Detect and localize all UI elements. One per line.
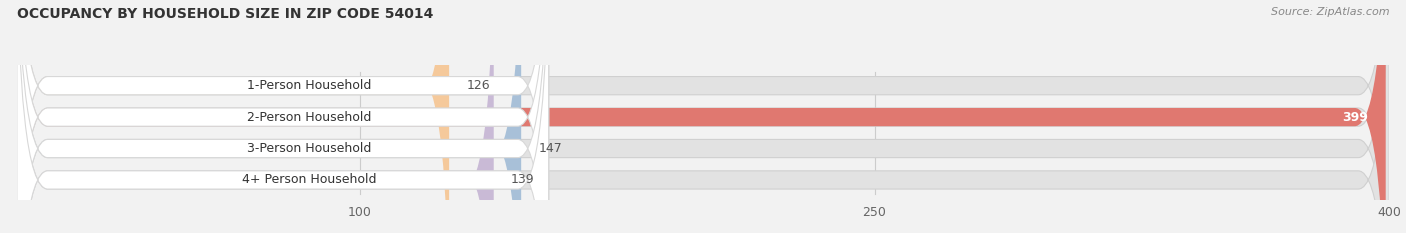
Text: 3-Person Household: 3-Person Household — [247, 142, 371, 155]
FancyBboxPatch shape — [17, 0, 449, 233]
FancyBboxPatch shape — [17, 0, 548, 233]
FancyBboxPatch shape — [17, 0, 1389, 233]
Text: 147: 147 — [538, 142, 562, 155]
FancyBboxPatch shape — [17, 0, 522, 233]
FancyBboxPatch shape — [17, 0, 1389, 233]
Text: OCCUPANCY BY HOUSEHOLD SIZE IN ZIP CODE 54014: OCCUPANCY BY HOUSEHOLD SIZE IN ZIP CODE … — [17, 7, 433, 21]
FancyBboxPatch shape — [17, 0, 548, 233]
FancyBboxPatch shape — [17, 0, 494, 233]
Text: 139: 139 — [510, 173, 534, 186]
FancyBboxPatch shape — [17, 0, 1389, 233]
Text: 1-Person Household: 1-Person Household — [247, 79, 371, 92]
Text: 2-Person Household: 2-Person Household — [247, 111, 371, 123]
Text: 4+ Person Household: 4+ Person Household — [242, 173, 377, 186]
FancyBboxPatch shape — [17, 0, 548, 233]
FancyBboxPatch shape — [17, 0, 548, 233]
Text: Source: ZipAtlas.com: Source: ZipAtlas.com — [1271, 7, 1389, 17]
FancyBboxPatch shape — [17, 0, 1386, 233]
FancyBboxPatch shape — [17, 0, 1389, 233]
Text: 126: 126 — [467, 79, 489, 92]
Text: 399: 399 — [1343, 111, 1368, 123]
